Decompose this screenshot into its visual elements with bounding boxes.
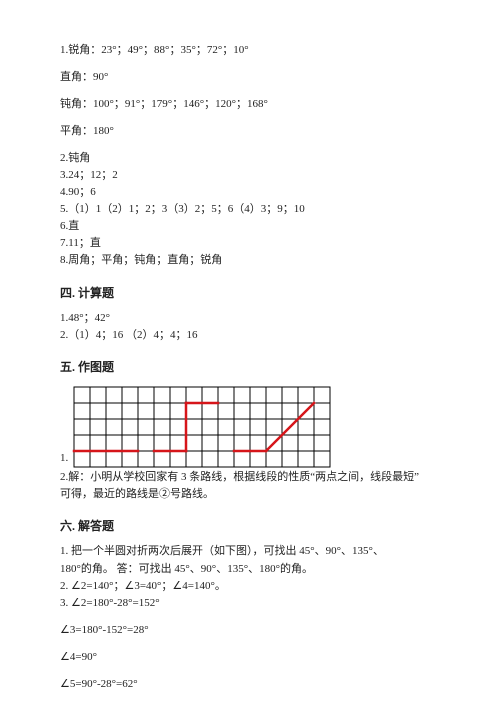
s6-line-7: ∠5=90°-28°=62°: [60, 676, 440, 693]
line-11: 8.周角；平角；钝角；直角；锐角: [60, 252, 440, 269]
line-4: 平角：180°: [60, 123, 440, 140]
s6-line-3: 2. ∠2=140°；∠3=40°；∠4=140°。: [60, 578, 440, 595]
line-5: 2.钝角: [60, 150, 440, 167]
s4-line-1: 1.48°；42°: [60, 310, 440, 327]
s4-line-2: 2.（1）4；16 （2）4；4；16: [60, 327, 440, 344]
s5-line-2b: 可得，最近的路线是②号路线。: [60, 486, 440, 503]
line-10: 7.11；直: [60, 235, 440, 252]
s6-line-5: ∠3=180°-152°=28°: [60, 622, 440, 639]
section-4-title: 四. 计算题: [60, 284, 440, 303]
figure-number: 1.: [60, 450, 68, 469]
line-7: 4.90；6: [60, 184, 440, 201]
figure-row: 1.: [60, 385, 440, 469]
s6-line-4: 3. ∠2=180°-28°=152°: [60, 595, 440, 612]
s6-line-2: 180°的角。 答：可找出 45°、90°、135°、180°的角。: [60, 561, 440, 578]
grid-figure: [72, 385, 332, 469]
s6-line-6: ∠4=90°: [60, 649, 440, 666]
section-6-title: 六. 解答题: [60, 517, 440, 536]
line-2: 直角：90°: [60, 69, 440, 86]
s5-line-2a: 2.解：小明从学校回家有 3 条路线，根据线段的性质“两点之间，线段最短”: [60, 469, 440, 486]
line-6: 3.24；12；2: [60, 167, 440, 184]
line-3: 钝角：100°；91°；179°；146°；120°；168°: [60, 96, 440, 113]
line-9: 6.直: [60, 218, 440, 235]
line-1: 1.锐角：23°；49°；88°；35°；72°；10°: [60, 42, 440, 59]
section-5-title: 五. 作图题: [60, 358, 440, 377]
line-8: 5.（1）1（2）1；2；3（3）2；5；6（4）3；9；10: [60, 201, 440, 218]
s6-line-1: 1. 把一个半圆对折两次后展开（如下图），可找出 45°、90°、135°、: [60, 543, 440, 560]
